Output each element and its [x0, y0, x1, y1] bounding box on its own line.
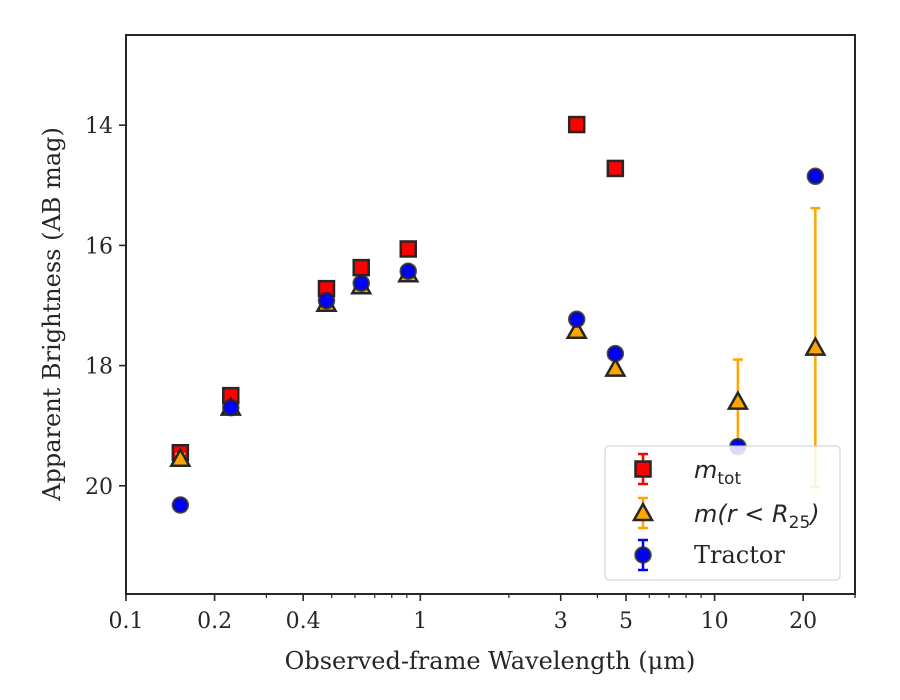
x-axis-label: Observed-frame Wavelength (μm) — [285, 647, 696, 675]
legend-entry-m-r25-main: m(r < R — [694, 500, 789, 528]
legend-box — [604, 445, 841, 581]
point-s2-2 — [317, 291, 336, 310]
legend-marker-2 — [634, 546, 652, 564]
x-tick-label-1: 0.2 — [197, 609, 232, 634]
point-s2-4 — [399, 262, 417, 280]
plot-frame — [125, 34, 856, 595]
point-s2-0 — [171, 496, 190, 514]
point-s2-5 — [567, 310, 586, 329]
point-s0-3 — [352, 258, 370, 277]
legend-entry-m-r25-sub: 25 — [789, 513, 811, 533]
x-tick-label-0: 0.1 — [109, 609, 144, 634]
legend-entry-m-tot-sub: tot — [717, 469, 741, 489]
x-axis-ticks: 0.1 0.2 0.4 1 3 5 10 20 — [109, 594, 856, 634]
legend-entry-m-r25: m(r < R25) — [694, 500, 820, 533]
point-s2-8 — [806, 167, 825, 186]
legend-marker-1 — [631, 501, 655, 522]
legend: mtot m(r < R25) Tractor — [604, 445, 841, 581]
y-axis-label: Apparent Brightness (AB mag) — [38, 127, 66, 502]
x-tick-label-6: 10 — [701, 609, 729, 634]
point-s1-7 — [726, 390, 750, 410]
x-tick-label-4: 3 — [554, 609, 568, 634]
legend-entry-m-tot: mtot — [694, 456, 741, 489]
y-axis-ticks: 14 16 18 20 — [85, 114, 126, 500]
point-s2-6 — [606, 344, 625, 363]
point-s0-5 — [567, 115, 586, 134]
point-s0-4 — [399, 240, 417, 258]
x-tick-label-5: 5 — [619, 609, 633, 634]
x-tick-label-7: 20 — [789, 609, 817, 634]
legend-entry-m-tot-main: m — [694, 456, 717, 484]
y-tick-label-2: 18 — [85, 355, 113, 380]
legend-entry-tractor: Tractor — [694, 541, 785, 569]
legend-marker-0 — [634, 460, 652, 478]
x-tick-label-3: 1 — [413, 609, 427, 634]
point-s1-5 — [565, 319, 588, 339]
point-s1-6 — [604, 357, 627, 377]
point-s2-3 — [352, 274, 370, 292]
point-s1-0 — [169, 447, 192, 468]
y-tick-label-1: 16 — [85, 234, 113, 259]
point-s0-6 — [606, 159, 625, 178]
y-tick-label-0: 14 — [85, 114, 113, 139]
point-s1-8 — [804, 336, 827, 356]
y-tick-label-3: 20 — [85, 475, 113, 500]
x-tick-label-2: 0.4 — [286, 609, 321, 634]
point-s2-1 — [222, 398, 240, 417]
legend-entry-m-r25-close: ) — [808, 500, 819, 528]
legend-markers — [631, 452, 655, 572]
